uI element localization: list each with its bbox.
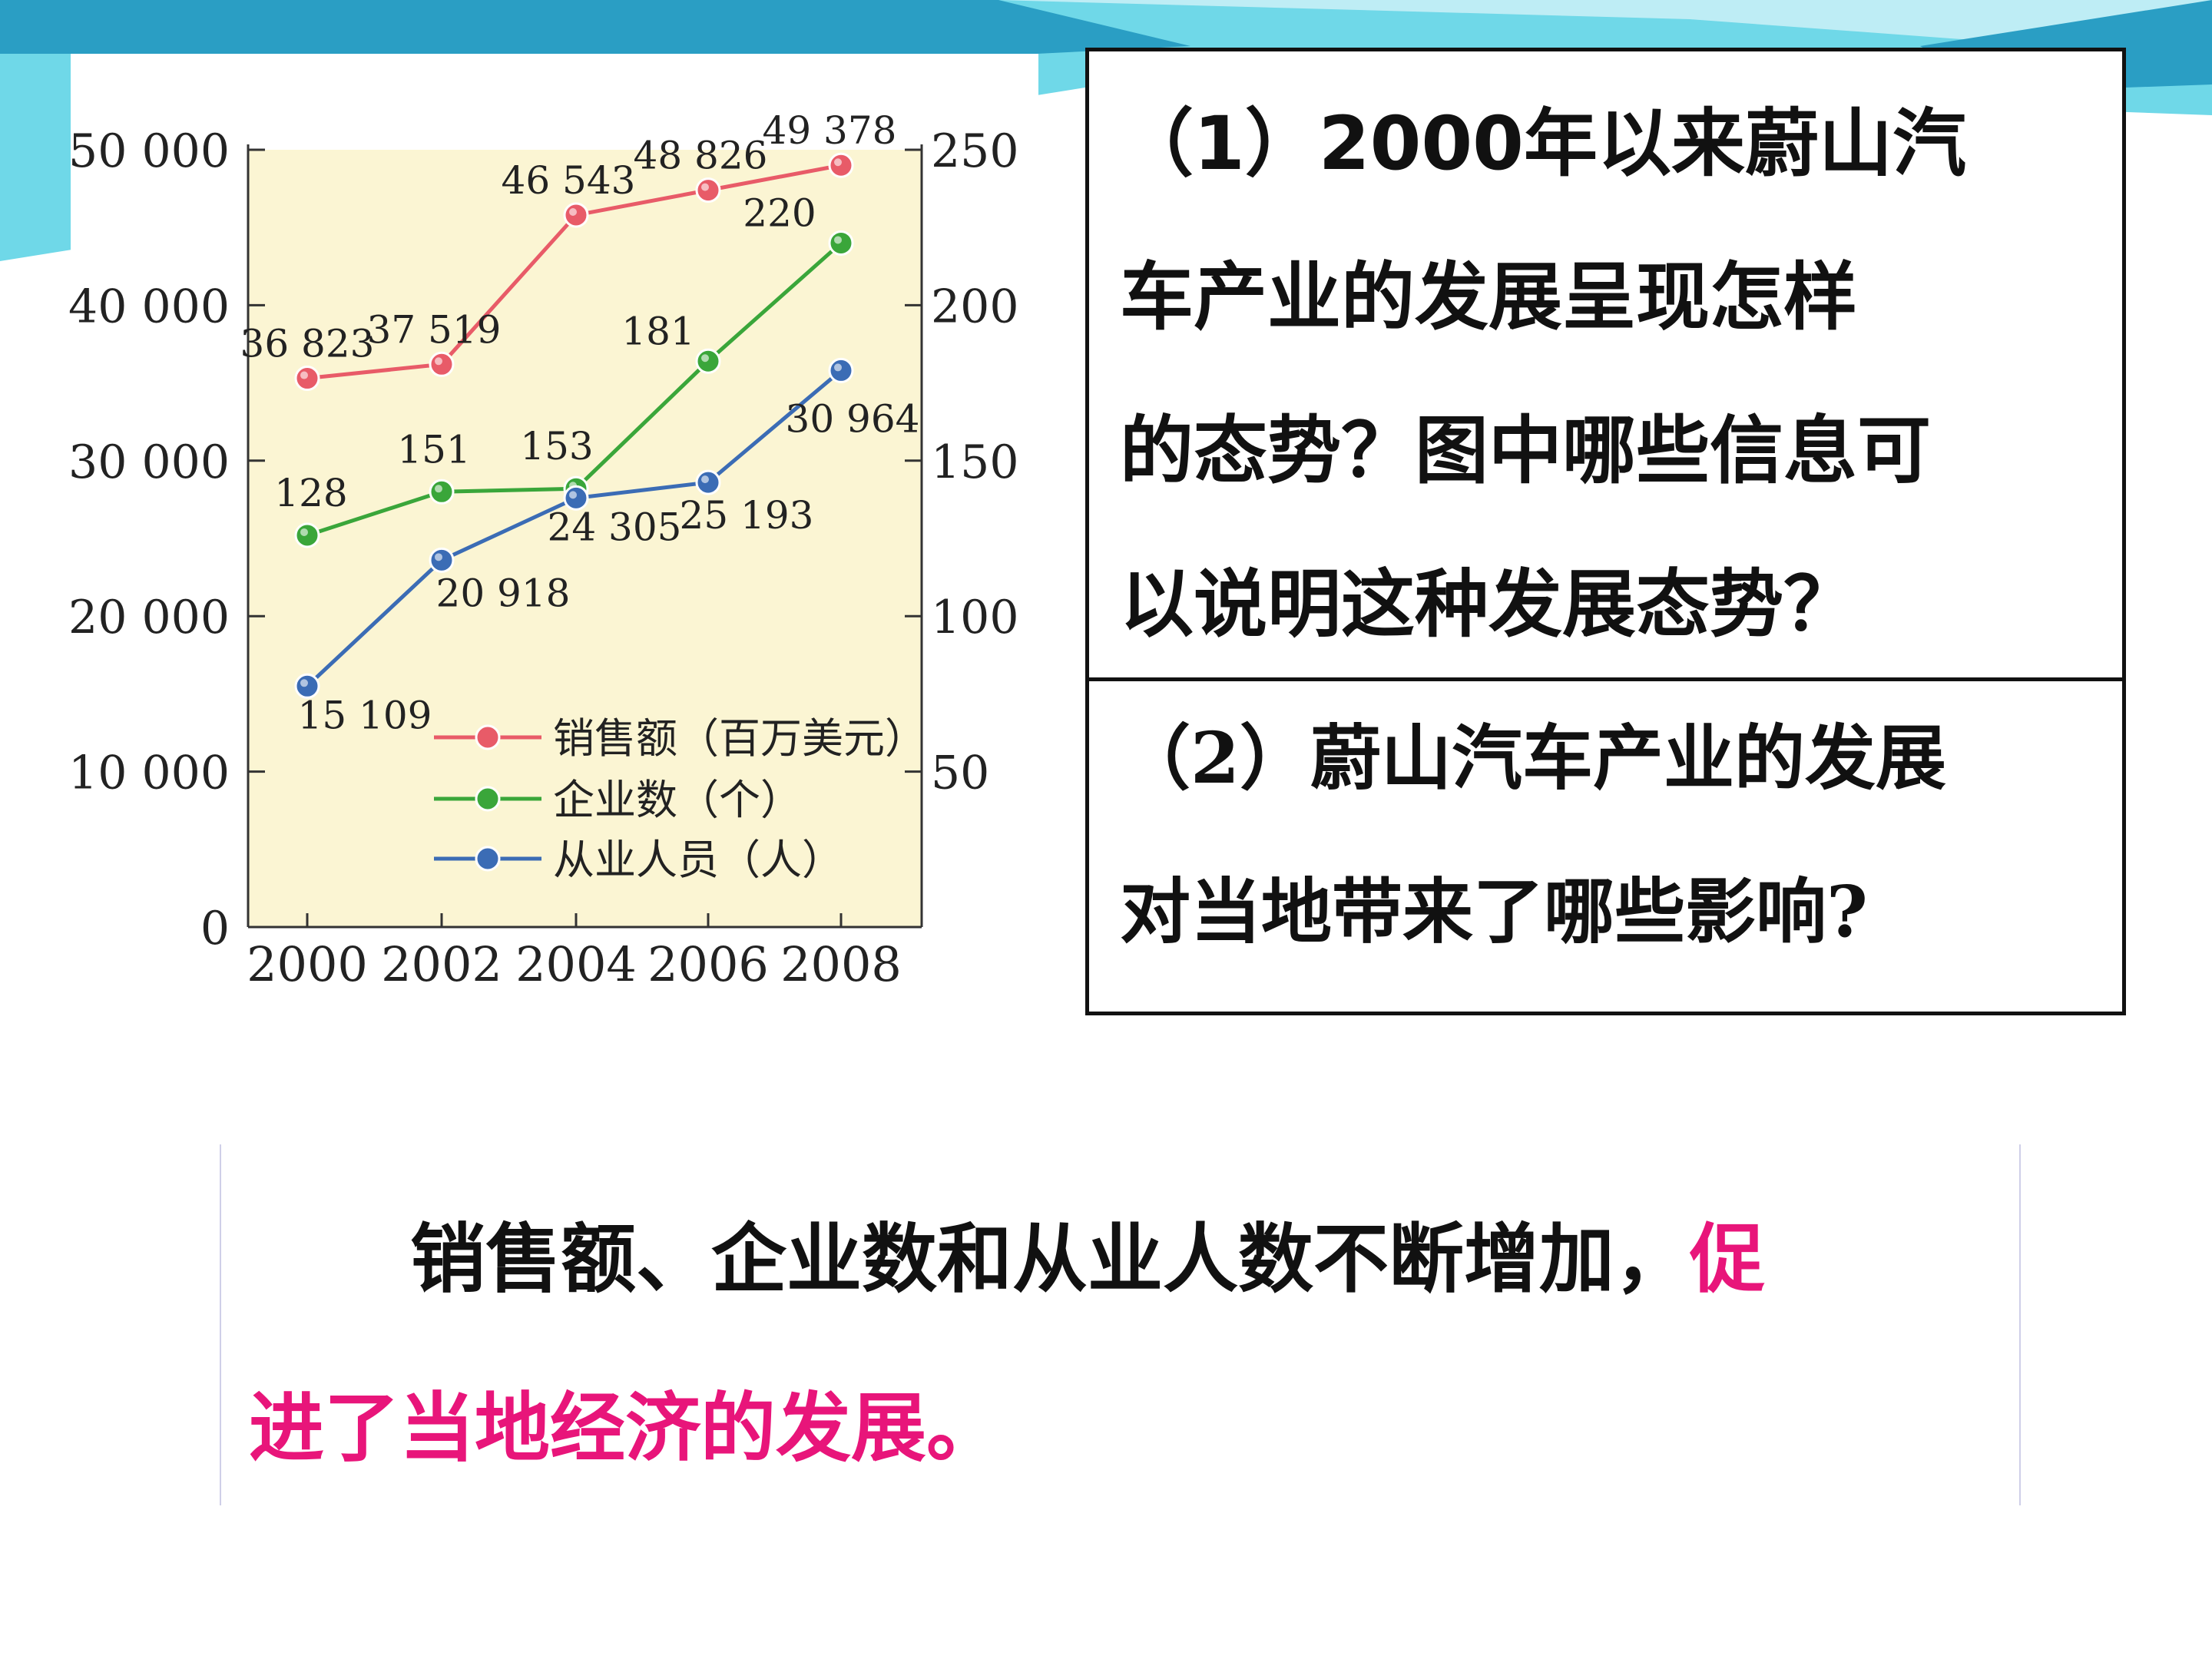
chart-axes: 0 10 000 20 000 30 000 40 000 50 000 50 100 150 2… [68, 124, 1018, 992]
data-point-highlight [435, 357, 442, 366]
data-point [828, 152, 854, 178]
data-point-highlight [701, 475, 709, 484]
data-point-highlight [300, 679, 308, 687]
data-label: 36 823 [240, 322, 375, 366]
question-2-box: （2）蔚山汽车产业的发展 对当地带来了哪些影响? [1085, 677, 2126, 1015]
legend-label: 从业人员（人） [553, 836, 843, 884]
y-left-tick-label: 20 000 [68, 591, 230, 644]
y-left-tick-label: 10 000 [68, 747, 230, 800]
legend-marker [475, 846, 501, 872]
chart-series [294, 152, 854, 699]
y-left-tick-label: 50 000 [68, 124, 230, 178]
question-1-line: 以说明这种发展态势？ [1120, 561, 1857, 647]
question-2-line: （2）蔚山汽车产业的发展 [1120, 717, 1947, 800]
legend-label: 销售额（百万美元） [553, 714, 926, 763]
data-label: 48 826 [634, 134, 768, 178]
data-point [695, 177, 721, 204]
y-left-tick-label: 40 000 [68, 280, 230, 333]
y-left-tick-label: 0 [200, 902, 230, 955]
data-point [563, 202, 589, 228]
data-point-highlight [701, 183, 709, 191]
y-right-tick-label: 150 [931, 435, 1019, 489]
banner-highlight [998, 0, 2212, 58]
data-point-highlight [701, 354, 709, 363]
data-point [294, 366, 320, 392]
legend-marker [475, 786, 501, 812]
question-1-box: （1）2000年以来蔚山汽 车产业的发展呈现怎样 的态势？图中哪些信息可 以说明… [1085, 48, 2126, 681]
data-point [695, 348, 721, 374]
data-point-highlight [569, 208, 577, 217]
legend-label: 企业数（个） [553, 776, 802, 824]
data-label: 20 918 [436, 571, 571, 615]
question-1-line: 车产业的发展呈现怎样 [1120, 254, 1857, 340]
x-tick-label: 2004 [515, 936, 637, 992]
question-2-line: 对当地带来了哪些影响? [1120, 870, 1868, 953]
data-point [429, 351, 455, 377]
y-left-tick-label: 30 000 [68, 435, 230, 489]
y-right-tick-label: 200 [931, 280, 1019, 333]
data-point-highlight [834, 236, 842, 244]
data-point-highlight [300, 371, 308, 379]
question-1-line: （1）2000年以来蔚山汽 [1120, 101, 1966, 187]
data-point [828, 230, 854, 256]
data-point-highlight [435, 485, 442, 493]
data-point [294, 522, 320, 548]
legend-marker [475, 724, 501, 750]
data-point-highlight [834, 363, 842, 372]
data-point-highlight [300, 528, 308, 536]
data-label: 151 [397, 427, 470, 472]
data-point-highlight [834, 158, 842, 167]
data-label: 15 109 [298, 693, 432, 737]
data-label: 181 [621, 309, 694, 353]
x-tick-label: 2008 [780, 936, 902, 992]
y-right-tick-label: 50 [931, 747, 989, 800]
data-point [429, 547, 455, 573]
question-1-line: 的态势？图中哪些信息可 [1120, 408, 1931, 494]
data-point-highlight [569, 491, 577, 499]
answer-box: 销售额、企业数和从业人数不断增加，促 进了当地经济的发展。 [220, 1144, 2021, 1505]
x-tick-label: 2000 [247, 936, 368, 992]
data-point [828, 357, 854, 383]
x-tick-label: 2006 [647, 936, 769, 992]
answer-text: 销售额、企业数和从业人数不断增加， [410, 1215, 1690, 1303]
chart-legend: 销售额（百万美元） 企业数（个） 从业人员（人） [434, 714, 926, 884]
data-label: 30 964 [786, 396, 920, 441]
data-label: 24 305 [548, 505, 682, 549]
data-label: 25 193 [680, 493, 814, 538]
x-tick-label: 2002 [381, 936, 502, 992]
answer-line-1: 销售额、企业数和从业人数不断增加，促 [249, 1175, 1996, 1344]
data-point-highlight [435, 553, 442, 561]
data-label: 153 [520, 424, 593, 469]
answer-accent-start: 促 [1690, 1215, 1766, 1303]
banner-dark-band [0, 0, 1190, 54]
data-label: 220 [743, 190, 816, 235]
data-point [429, 478, 455, 505]
data-label: 37 519 [367, 307, 502, 352]
data-label: 46 543 [502, 158, 636, 203]
data-label: 49 378 [763, 108, 897, 153]
y-right-tick-label: 100 [931, 591, 1019, 644]
plot-area [248, 150, 922, 927]
data-point [695, 469, 721, 495]
y-right-tick-label: 250 [931, 124, 1019, 178]
data-label: 128 [274, 471, 347, 515]
answer-accent-line: 进了当地经济的发展。 [249, 1384, 1002, 1472]
